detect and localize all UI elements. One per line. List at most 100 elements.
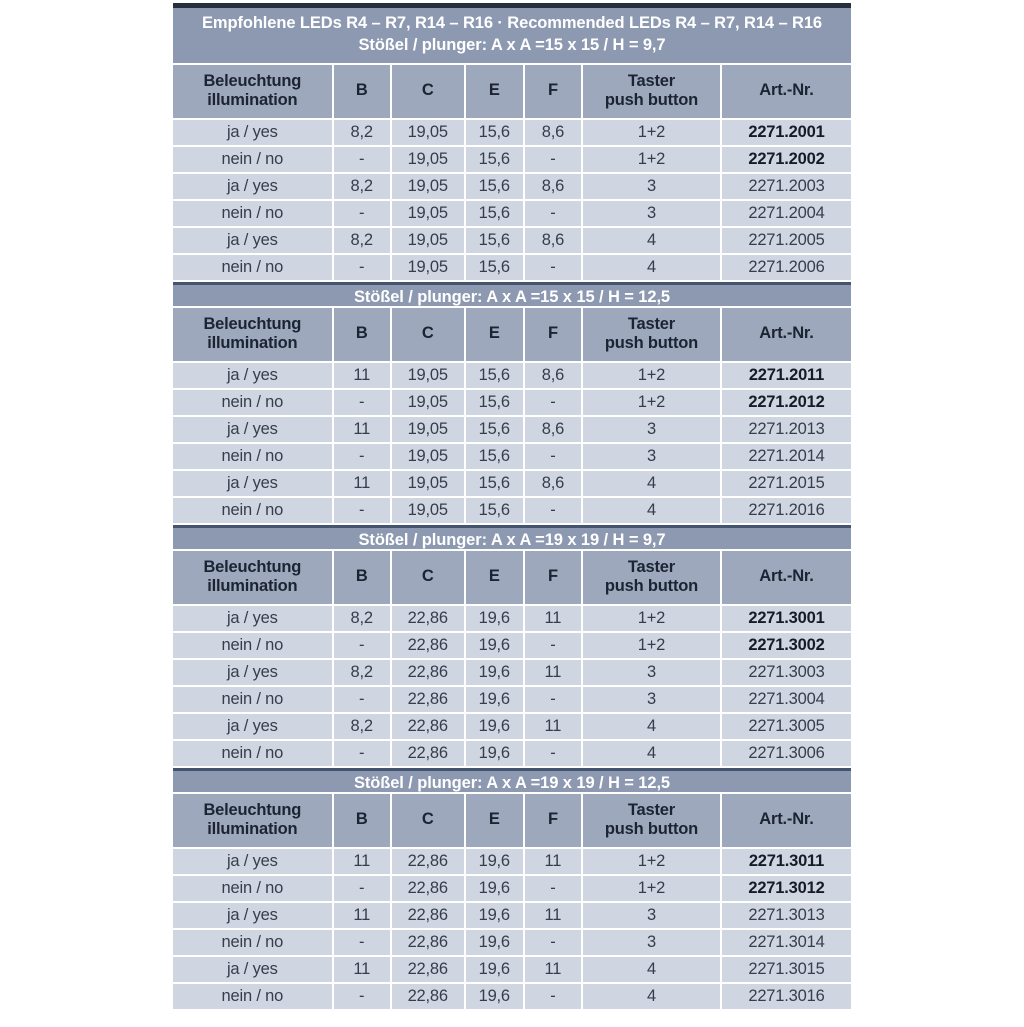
cell-b: 11 (333, 848, 390, 874)
cell-c: 22,86 (391, 659, 464, 685)
cell-push-button: 3 (582, 416, 720, 442)
table-row: ja / yes 8,2 22,86 19,6 11 4 2271.3005 (173, 713, 851, 739)
cell-e: 19,6 (465, 740, 523, 766)
column-header-f: F (524, 307, 581, 361)
cell-push-button: 3 (582, 929, 720, 955)
cell-b: - (333, 443, 390, 469)
cell-art-nr: 2271.2015 (721, 470, 851, 496)
top-accent-bar (173, 3, 851, 8)
cell-b: 8,2 (333, 119, 390, 145)
section-subtitle: Stößel / plunger: A x A =19 x 19 / H = 1… (173, 767, 851, 792)
column-header-art-nr: Art.-Nr. (721, 307, 851, 361)
cell-b: - (333, 632, 390, 658)
cell-push-button: 1+2 (582, 389, 720, 415)
cell-c: 22,86 (391, 632, 464, 658)
column-header-illumination-de: Beleuchtung (203, 71, 302, 90)
table-row: ja / yes 8,2 22,86 19,6 11 3 2271.3003 (173, 659, 851, 685)
cell-b: - (333, 389, 390, 415)
cell-b: 8,2 (333, 605, 390, 631)
column-header-illumination: Beleuchtung illumination (173, 307, 332, 361)
table-row: ja / yes 8,2 19,05 15,6 8,6 4 2271.2005 (173, 227, 851, 253)
table-row: ja / yes 11 19,05 15,6 8,6 4 2271.2015 (173, 470, 851, 496)
column-header-illumination-de: Beleuchtung (203, 314, 302, 333)
cell-b: 11 (333, 956, 390, 982)
cell-b: 8,2 (333, 659, 390, 685)
cell-c: 22,86 (391, 686, 464, 712)
column-header-push-button-en: push button (604, 820, 699, 839)
cell-b: - (333, 875, 390, 901)
cell-art-nr: 2271.2002 (721, 146, 851, 172)
cell-f: - (524, 389, 581, 415)
cell-f: - (524, 497, 581, 523)
column-header-push-button-de: Taster (627, 314, 676, 333)
cell-push-button: 3 (582, 443, 720, 469)
cell-b: 11 (333, 362, 390, 388)
table-section: Stößel / plunger: A x A =15 x 15 / H = 1… (173, 281, 851, 523)
cell-f: 8,6 (524, 119, 581, 145)
cell-push-button: 1+2 (582, 848, 720, 874)
table-row: nein / no - 22,86 19,6 - 1+2 2271.3012 (173, 875, 851, 901)
cell-illumination: ja / yes (173, 956, 332, 982)
table-row: ja / yes 11 19,05 15,6 8,6 3 2271.2013 (173, 416, 851, 442)
cell-push-button: 1+2 (582, 119, 720, 145)
column-header-row: Beleuchtung illumination B C E F Taster … (173, 307, 851, 361)
cell-e: 19,6 (465, 956, 523, 982)
table-row: ja / yes 11 19,05 15,6 8,6 1+2 2271.2011 (173, 362, 851, 388)
cell-e: 19,6 (465, 902, 523, 928)
table-row: ja / yes 11 22,86 19,6 11 4 2271.3015 (173, 956, 851, 982)
cell-b: - (333, 740, 390, 766)
column-header-push-button: Taster push button (582, 64, 720, 118)
column-header-b: B (333, 307, 390, 361)
cell-art-nr: 2271.3012 (721, 875, 851, 901)
cell-b: - (333, 983, 390, 1009)
cell-b: 11 (333, 902, 390, 928)
table-row: nein / no - 22,86 19,6 - 4 2271.3006 (173, 740, 851, 766)
column-header-push-button: Taster push button (582, 307, 720, 361)
cell-illumination: ja / yes (173, 119, 332, 145)
column-header-art-nr: Art.-Nr. (721, 64, 851, 118)
cell-push-button: 3 (582, 659, 720, 685)
cell-c: 19,05 (391, 470, 464, 496)
cell-e: 15,6 (465, 200, 523, 226)
cell-e: 15,6 (465, 470, 523, 496)
cell-illumination: ja / yes (173, 848, 332, 874)
column-header-art-nr: Art.-Nr. (721, 550, 851, 604)
cell-art-nr: 2271.3006 (721, 740, 851, 766)
table-row: nein / no - 19,05 15,6 - 1+2 2271.2002 (173, 146, 851, 172)
cell-b: - (333, 497, 390, 523)
cell-art-nr: 2271.2003 (721, 173, 851, 199)
cell-illumination: ja / yes (173, 713, 332, 739)
cell-push-button: 1+2 (582, 605, 720, 631)
cell-illumination: ja / yes (173, 605, 332, 631)
cell-c: 19,05 (391, 146, 464, 172)
column-header-illumination-de: Beleuchtung (203, 557, 302, 576)
cell-illumination: ja / yes (173, 227, 332, 253)
table-row: nein / no - 19,05 15,6 - 3 2271.2004 (173, 200, 851, 226)
cell-push-button: 1+2 (582, 875, 720, 901)
table-title-band: Empfohlene LEDs R4 – R7, R14 – R16 · Rec… (173, 8, 851, 63)
cell-b: 8,2 (333, 227, 390, 253)
cell-e: 15,6 (465, 362, 523, 388)
table-row: ja / yes 8,2 19,05 15,6 8,6 3 2271.2003 (173, 173, 851, 199)
column-header-illumination: Beleuchtung illumination (173, 550, 332, 604)
cell-f: 11 (524, 902, 581, 928)
cell-illumination: nein / no (173, 740, 332, 766)
cell-art-nr: 2271.3002 (721, 632, 851, 658)
table-row: nein / no - 19,05 15,6 - 4 2271.2016 (173, 497, 851, 523)
table-row: nein / no - 22,86 19,6 - 3 2271.3014 (173, 929, 851, 955)
table-row: nein / no - 22,86 19,6 - 4 2271.3016 (173, 983, 851, 1009)
cell-push-button: 1+2 (582, 362, 720, 388)
column-header-push-button: Taster push button (582, 550, 720, 604)
cell-f: 8,6 (524, 362, 581, 388)
column-header-push-button-en: push button (604, 334, 699, 353)
cell-c: 19,05 (391, 416, 464, 442)
column-header-f: F (524, 64, 581, 118)
cell-f: - (524, 686, 581, 712)
cell-push-button: 4 (582, 740, 720, 766)
table-row: nein / no - 19,05 15,6 - 4 2271.2006 (173, 254, 851, 280)
column-header-illumination-en: illumination (207, 577, 298, 596)
table-row: nein / no - 22,86 19,6 - 1+2 2271.3002 (173, 632, 851, 658)
cell-art-nr: 2271.2013 (721, 416, 851, 442)
cell-art-nr: 2271.3013 (721, 902, 851, 928)
cell-push-button: 3 (582, 902, 720, 928)
